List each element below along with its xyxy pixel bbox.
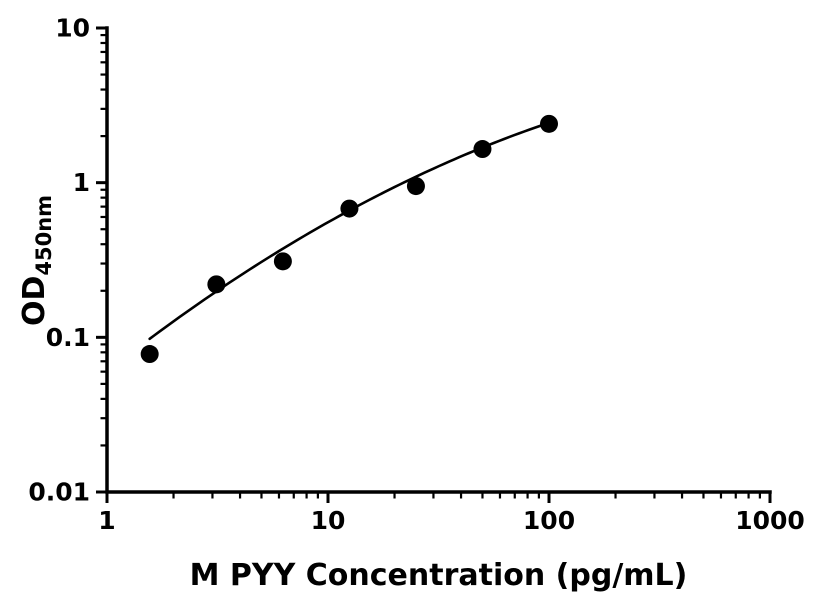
data-points <box>140 114 558 364</box>
y-axis-title-subscript: 450nm <box>32 194 57 276</box>
data-point <box>406 177 425 196</box>
data-point <box>473 140 492 159</box>
x-tick-label: 100 <box>523 506 575 535</box>
x-tick-label: 1 <box>98 506 115 535</box>
axis-spines <box>105 26 772 494</box>
y-axis-title-main: OD <box>17 275 53 326</box>
y-tick-label: 0.1 <box>46 323 90 352</box>
x-tick-label: 1000 <box>735 506 805 535</box>
axis-ticks: 1 10 100 1000 0.01 0.1 1 10 <box>28 14 804 536</box>
y-axis-title: OD450nm <box>18 194 57 325</box>
y-tick-label: 1 <box>73 168 90 197</box>
x-tick-label: 10 <box>311 506 346 535</box>
y-tick-label: 10 <box>55 14 90 43</box>
data-point <box>273 252 292 271</box>
data-point <box>540 114 558 133</box>
data-point <box>207 275 226 294</box>
y-tick-label: 0.01 <box>28 478 90 507</box>
fit-curve <box>148 121 551 341</box>
data-point <box>140 345 159 364</box>
x-axis-title: M PYY Concentration (pg/mL) <box>189 558 688 593</box>
data-point <box>340 199 359 218</box>
y-axis-title-wrap: OD450nm <box>0 165 74 355</box>
